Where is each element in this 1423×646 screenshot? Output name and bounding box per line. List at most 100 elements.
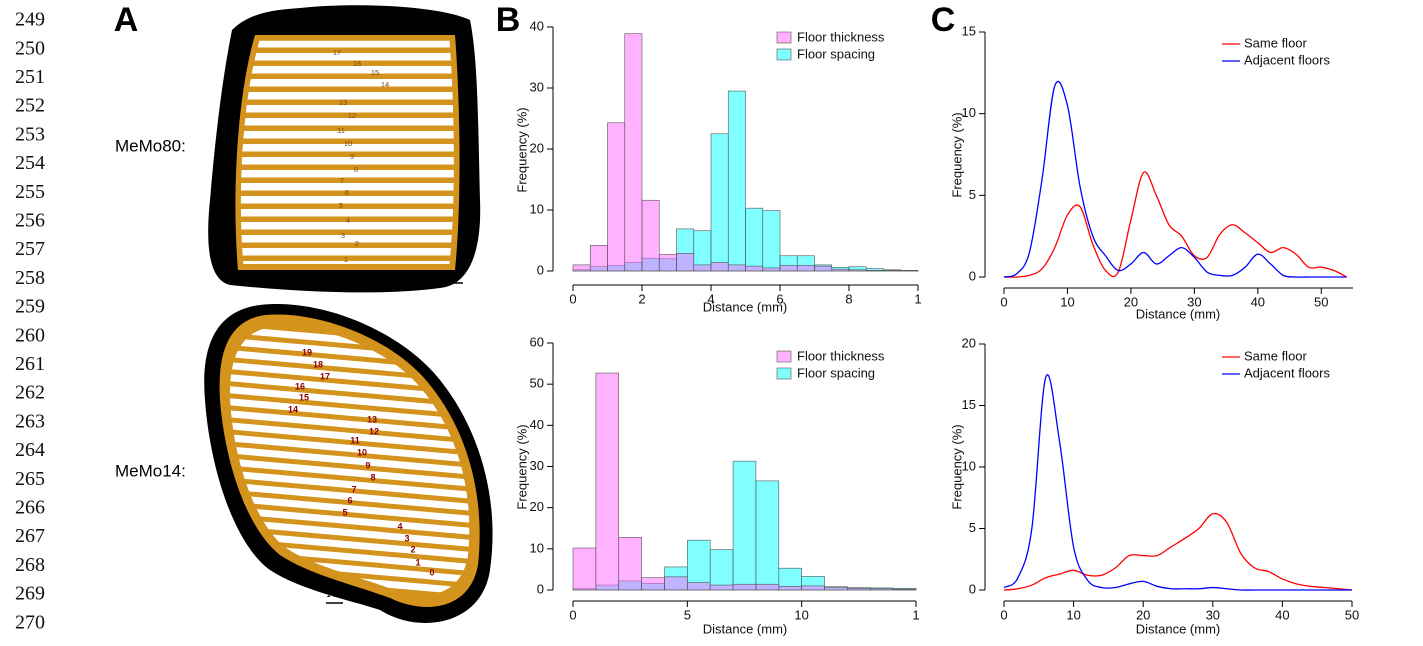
floor-label: 9 [365, 460, 370, 470]
histogram-bar [641, 199, 660, 272]
histogram-bar [595, 372, 620, 591]
histogram-bar [693, 264, 712, 272]
line-number: 263 [15, 410, 45, 432]
floor-stripe [230, 504, 470, 537]
line-number: 255 [15, 181, 45, 203]
y-tick-label: 20 [530, 140, 544, 155]
floor-stripe [240, 92, 454, 100]
floor-label: 19 [302, 347, 312, 357]
floor-stripe [240, 157, 454, 165]
x-axis-title: Distance (mm) [703, 621, 788, 636]
floor-stripe [240, 105, 454, 113]
line-number: 257 [15, 238, 45, 260]
floor-label: 10 [357, 447, 367, 457]
floor-stripe [230, 480, 470, 514]
line-number: 259 [15, 296, 45, 318]
line-number: 250 [15, 37, 45, 59]
histogram-bar [796, 265, 815, 272]
histogram-bar [755, 480, 780, 591]
floor-stripe [230, 468, 470, 502]
floor-label: 14 [288, 404, 298, 414]
line-number: 258 [15, 267, 45, 289]
y-tick-label: 30 [530, 458, 544, 473]
y-tick-label: 0 [969, 581, 976, 596]
y-tick-label: 10 [530, 540, 544, 555]
floor-label: 12 [348, 111, 356, 120]
x-tick-label: 40 [1251, 294, 1265, 309]
y-tick-label: 10 [530, 201, 544, 216]
floor-label: 9 [350, 152, 354, 161]
floor-stripe [240, 66, 454, 74]
y-axis-title: Frequency (%) [949, 112, 964, 197]
floor-label: 15 [371, 68, 379, 77]
floor-label: 7 [340, 176, 344, 185]
x-tick-label: 1 [914, 291, 921, 306]
floor-stripes [240, 40, 454, 264]
x-tick-label: 50 [1314, 294, 1328, 309]
floor-label: 5 [339, 201, 343, 210]
x-tick-label: 30 [1206, 607, 1220, 622]
floor-label: 15 [299, 392, 309, 402]
line-number: 249 [15, 9, 45, 31]
y-tick-label: 30 [530, 79, 544, 94]
floor-label: 1 [344, 255, 348, 264]
line-number: 265 [15, 468, 45, 490]
legend-label: Floor thickness [797, 348, 885, 363]
floor-label: 11 [337, 126, 345, 135]
line-number: 261 [15, 353, 45, 375]
floor-stripe [230, 528, 470, 562]
specimen-name: MeMo80: [115, 136, 186, 155]
line-number: 254 [15, 152, 45, 174]
histogram-bar [658, 254, 677, 272]
x-tick-label: 0 [1000, 607, 1007, 622]
floor-label: 0 [429, 567, 434, 577]
histogram-bar [607, 122, 626, 272]
floor-stripe [240, 118, 454, 126]
histogram-bar [664, 576, 688, 591]
x-tick-label: 10 [794, 607, 808, 622]
histogram-bar [709, 584, 734, 591]
floor-stripe [230, 493, 470, 526]
floor-label: 5 [342, 507, 347, 517]
line-number: 256 [15, 209, 45, 231]
y-tick-label: 5 [969, 520, 976, 535]
y-tick-label: 15 [962, 23, 976, 38]
legend-swatch [776, 350, 792, 363]
line-number: 270 [15, 611, 45, 633]
floor-label: 8 [370, 472, 375, 482]
line-number: 262 [15, 382, 45, 404]
histogram-bar [778, 585, 802, 591]
histogram-bar [848, 269, 867, 272]
y-tick-label: 0 [969, 268, 976, 283]
floor-label: 18 [313, 359, 323, 369]
histogram-bar [732, 583, 757, 591]
y-tick-label: 60 [530, 334, 544, 349]
floor-label: 14 [381, 80, 389, 89]
floor-stripe [240, 261, 454, 264]
histogram-bar [801, 585, 825, 591]
floor-stripe [230, 516, 470, 549]
x-axis-title: Distance (mm) [1136, 621, 1221, 636]
specimen-memo14 [204, 304, 493, 623]
histogram-bar [618, 537, 642, 591]
legend-label: Adjacent floors [1244, 52, 1330, 67]
histogram-bar [847, 588, 871, 591]
line-number: 266 [15, 496, 45, 518]
x-tick-label: 5 [684, 607, 691, 622]
floor-label: 3 [404, 533, 409, 543]
y-axis-title: Frequency (%) [949, 424, 964, 509]
floor-stripe [240, 40, 454, 48]
panel-label: C [931, 1, 956, 39]
x-tick-label: 1 [912, 607, 919, 622]
legend-label: Floor spacing [797, 365, 875, 380]
histogram-bar [727, 90, 746, 272]
floor-stripe [230, 420, 470, 454]
histogram-bar [572, 264, 591, 272]
histogram-bar [676, 253, 695, 272]
floor-label: 10 [344, 139, 352, 148]
y-axis-title: Frequency (%) [514, 424, 529, 509]
histogram-bar [709, 549, 734, 591]
floor-label: 2 [410, 544, 415, 554]
floor-label: 17 [333, 48, 341, 57]
floor-label: 13 [339, 98, 347, 107]
